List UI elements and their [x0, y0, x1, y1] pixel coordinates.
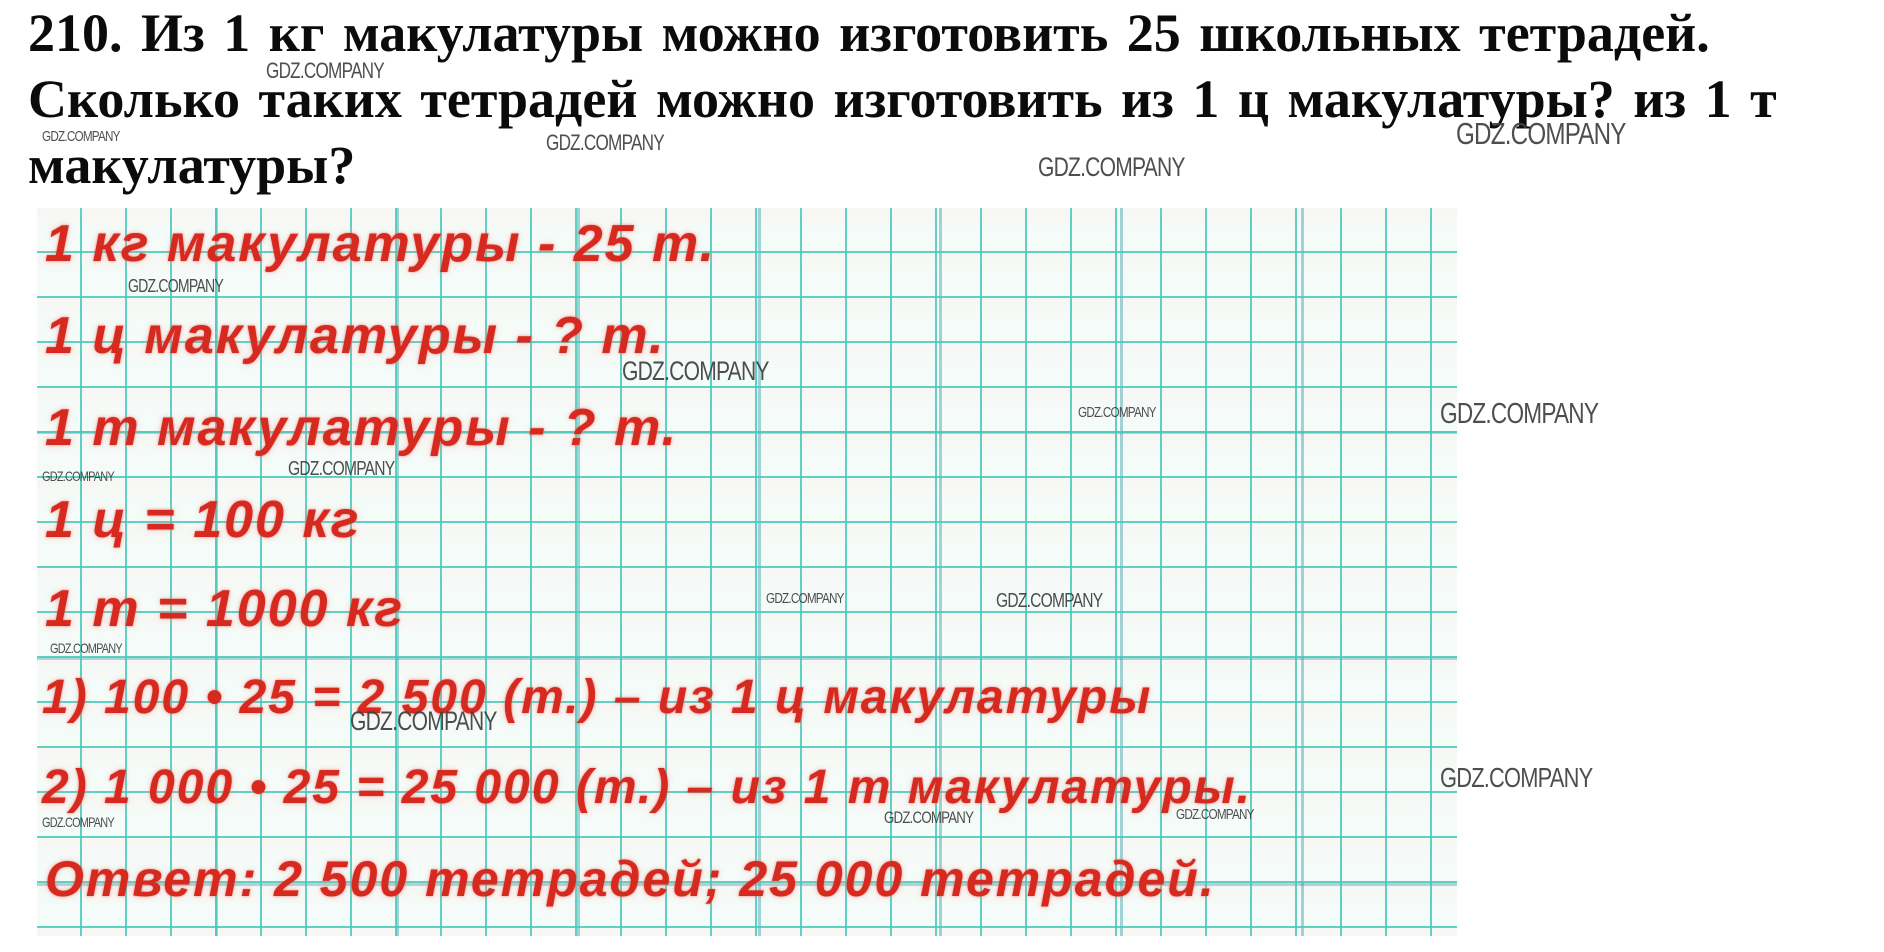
solution-given-line-1: 1 кг макулатуры - 25 т. — [45, 215, 717, 273]
problem-text-line-1: 210. Из 1 кг макулатуры можно изготовить… — [28, 3, 1710, 63]
solution-step-line-1: 1) 100 • 25 = 2 500 (т.) – из 1 ц макула… — [42, 671, 1153, 724]
watermark: GDZ.COMPANY — [42, 468, 115, 484]
watermark: GDZ.COMPANY — [1176, 806, 1254, 823]
watermark: GDZ.COMPANY — [50, 640, 123, 656]
watermark: GDZ.COMPANY — [42, 814, 115, 830]
watermark: GDZ.COMPANY — [766, 590, 844, 607]
watermark: GDZ.COMPANY — [128, 276, 224, 296]
solution-given-line-3: 1 т макулатуры - ? т. — [45, 399, 679, 457]
watermark: GDZ.COMPANY — [1440, 398, 1599, 430]
watermark: GDZ.COMPANY — [1456, 116, 1626, 151]
solution-given-line-2: 1 ц макулатуры - ? т. — [45, 307, 666, 365]
watermark: GDZ.COMPANY — [266, 58, 385, 83]
watermark: GDZ.COMPANY — [1078, 404, 1156, 421]
problem-text-line-3: макулатуры? — [28, 135, 356, 195]
solution-answer-line: Ответ: 2 500 тетрадей; 25 000 тетрадей. — [45, 851, 1216, 907]
watermark: GDZ.COMPANY — [996, 590, 1103, 612]
watermark: GDZ.COMPANY — [288, 458, 395, 480]
solution-step-line-2: 2) 1 000 • 25 = 25 000 (т.) – из 1 т мак… — [42, 761, 1252, 814]
watermark: GDZ.COMPANY — [42, 128, 120, 145]
watermark: GDZ.COMPANY — [884, 808, 974, 827]
watermark: GDZ.COMPANY — [546, 130, 665, 155]
problem-text-line-2: Сколько таких тетрадей можно изготовить … — [28, 69, 1777, 129]
watermark: GDZ.COMPANY — [350, 706, 497, 736]
solution-conversion-line-1: 1 ц = 100 кг — [45, 491, 361, 549]
watermark: GDZ.COMPANY — [622, 356, 769, 386]
watermark: GDZ.COMPANY — [1440, 762, 1593, 793]
watermark: GDZ.COMPANY — [1038, 152, 1185, 182]
notebook-grid-paper: 1 кг макулатуры - 25 т. 1 ц макулатуры -… — [37, 208, 1457, 936]
solution-conversion-line-2: 1 т = 1000 кг — [45, 580, 405, 638]
